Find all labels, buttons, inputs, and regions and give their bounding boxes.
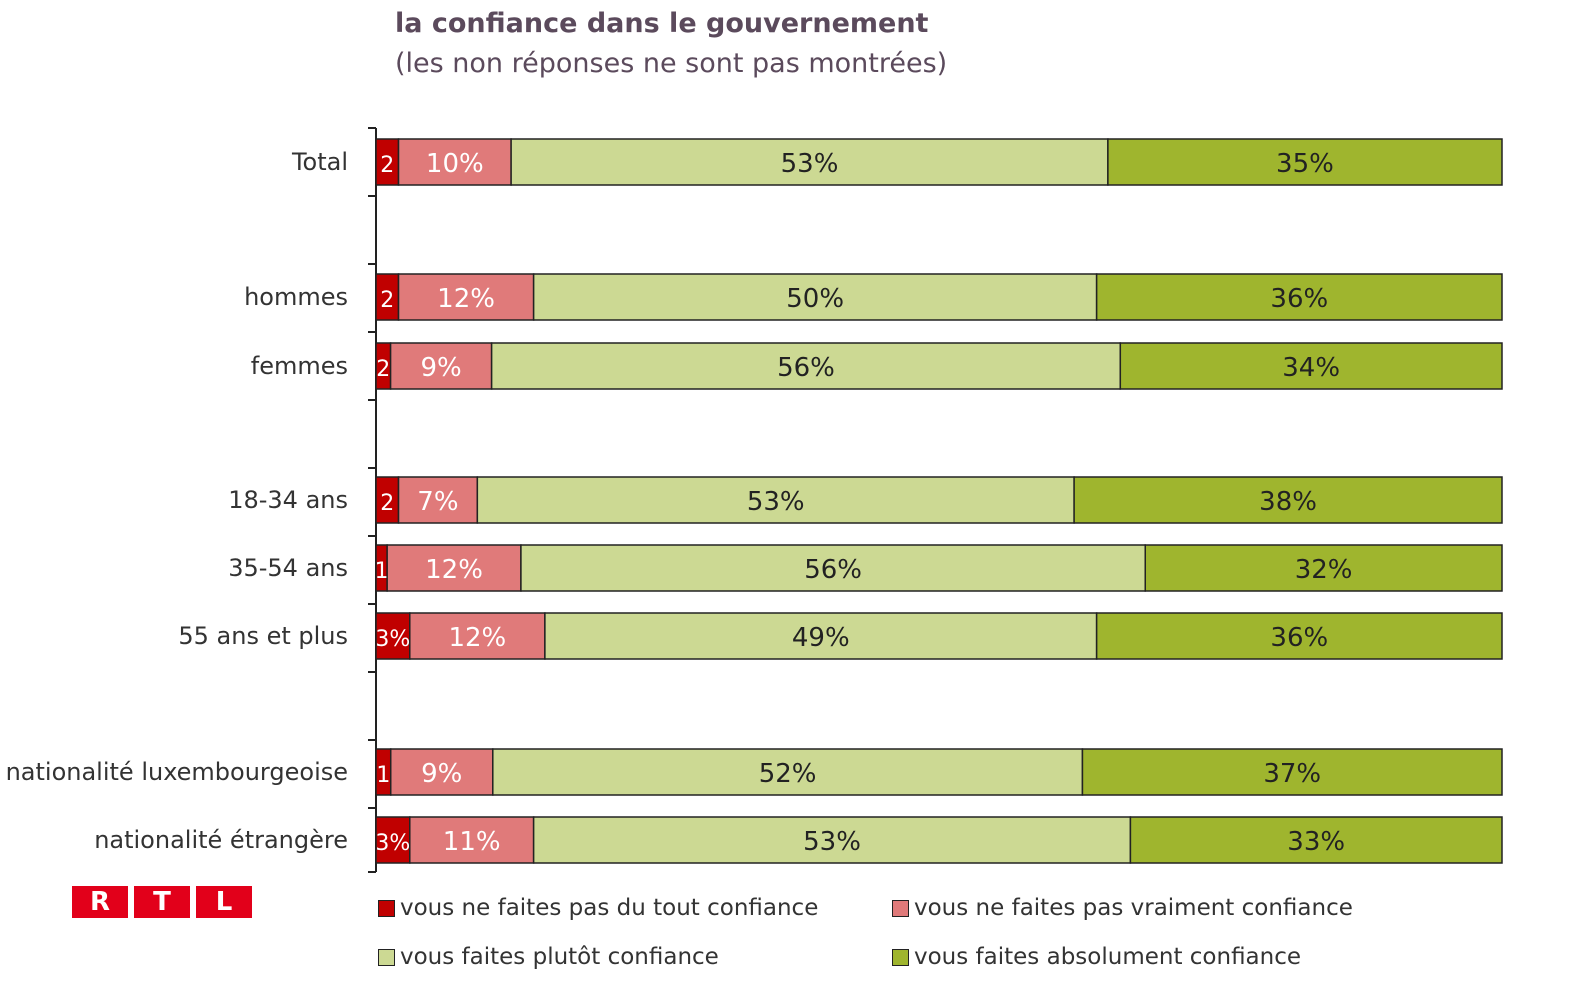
category-label: nationalité étrangère — [94, 826, 348, 854]
bar-segment — [397, 138, 512, 186]
chart-title: la confiance dans le gouvernement — [395, 8, 929, 39]
legend-label: vous faites absolument confiance — [914, 944, 1302, 970]
data-label: 49% — [792, 623, 850, 653]
data-label: 12% — [448, 623, 506, 653]
data-label: 56% — [777, 353, 835, 383]
category-label: Total — [291, 148, 348, 176]
data-label: 34% — [1282, 353, 1340, 383]
data-label: 2 — [380, 491, 394, 516]
data-label: 11% — [443, 827, 501, 857]
data-label: 32% — [1295, 555, 1353, 585]
legend-item-pas-du-tout: vous ne faites pas du tout confiance — [378, 895, 818, 921]
logo-letter-t: T — [134, 886, 190, 918]
bar-segment — [492, 748, 1084, 796]
bar-segment — [532, 816, 1132, 864]
category-label: femmes — [251, 352, 348, 380]
bar-segment — [490, 342, 1122, 390]
legend-label: vous faites plutôt confiance — [400, 944, 719, 970]
data-label: 10% — [426, 149, 484, 179]
bar-segment — [1081, 748, 1503, 796]
data-label: 3% — [375, 627, 410, 652]
bar-segment — [397, 476, 479, 524]
chart-subtitle: (les non réponses ne sont pas montrées) — [395, 48, 948, 79]
data-label: 52% — [759, 759, 817, 789]
bar-segment — [544, 612, 1098, 660]
data-label: 1 — [375, 559, 389, 584]
data-label: 3% — [375, 831, 410, 856]
data-label: 53% — [747, 487, 805, 517]
legend-item-absolument: vous faites absolument confiance — [892, 944, 1301, 970]
data-label: 56% — [804, 555, 862, 585]
data-label: 33% — [1287, 827, 1345, 857]
data-label: 53% — [781, 149, 839, 179]
data-label: 2 — [380, 288, 394, 313]
bar-segment — [1095, 273, 1503, 321]
data-label: 2 — [376, 357, 390, 382]
data-label: 7% — [417, 487, 458, 517]
legend-swatch — [892, 948, 909, 966]
data-label: 37% — [1263, 759, 1321, 789]
data-label: 36% — [1270, 623, 1328, 653]
bar-segment — [397, 273, 535, 321]
bar-segment — [1119, 342, 1503, 390]
bar-segment — [386, 544, 522, 592]
bar-segment — [476, 476, 1075, 524]
legend-label: vous ne faites pas du tout confiance — [400, 895, 819, 921]
legend-swatch — [892, 899, 909, 917]
bar-segment — [510, 138, 1109, 186]
legend-item-plutot: vous faites plutôt confiance — [378, 944, 719, 970]
legend-item-pas-vraiment: vous ne faites pas vraiment confiance — [892, 895, 1353, 921]
bar-segment — [1144, 544, 1503, 592]
category-label: 35-54 ans — [228, 554, 348, 582]
rtl-logo: R T L — [72, 886, 252, 918]
data-label: 9% — [420, 353, 461, 383]
data-label: 1 — [376, 763, 390, 788]
bar-segment — [1095, 612, 1503, 660]
logo-letter-l: L — [196, 886, 252, 918]
legend-label: vous ne faites pas vraiment confiance — [914, 895, 1353, 921]
category-label: 55 ans et plus — [178, 622, 348, 650]
data-label: 38% — [1259, 487, 1317, 517]
bar-segment — [375, 816, 411, 864]
bar-segment — [409, 612, 546, 660]
legend-swatch — [378, 948, 395, 966]
data-label: 35% — [1276, 149, 1334, 179]
data-label: 2 — [380, 153, 394, 178]
data-label: 50% — [786, 284, 844, 314]
bar-segment — [520, 544, 1146, 592]
bar-segment — [1107, 138, 1503, 186]
category-label: nationalité luxembourgeoise — [6, 758, 348, 786]
data-label: 53% — [803, 827, 861, 857]
legend-swatch — [378, 899, 395, 917]
bar-segment — [1129, 816, 1503, 864]
data-label: 36% — [1270, 284, 1328, 314]
category-label: hommes — [244, 283, 348, 311]
category-label: 18-34 ans — [228, 486, 348, 514]
data-label: 12% — [425, 555, 483, 585]
data-label: 9% — [421, 759, 462, 789]
bar-segment — [1073, 476, 1503, 524]
data-label: 12% — [437, 284, 495, 314]
logo-letter-r: R — [72, 886, 128, 918]
